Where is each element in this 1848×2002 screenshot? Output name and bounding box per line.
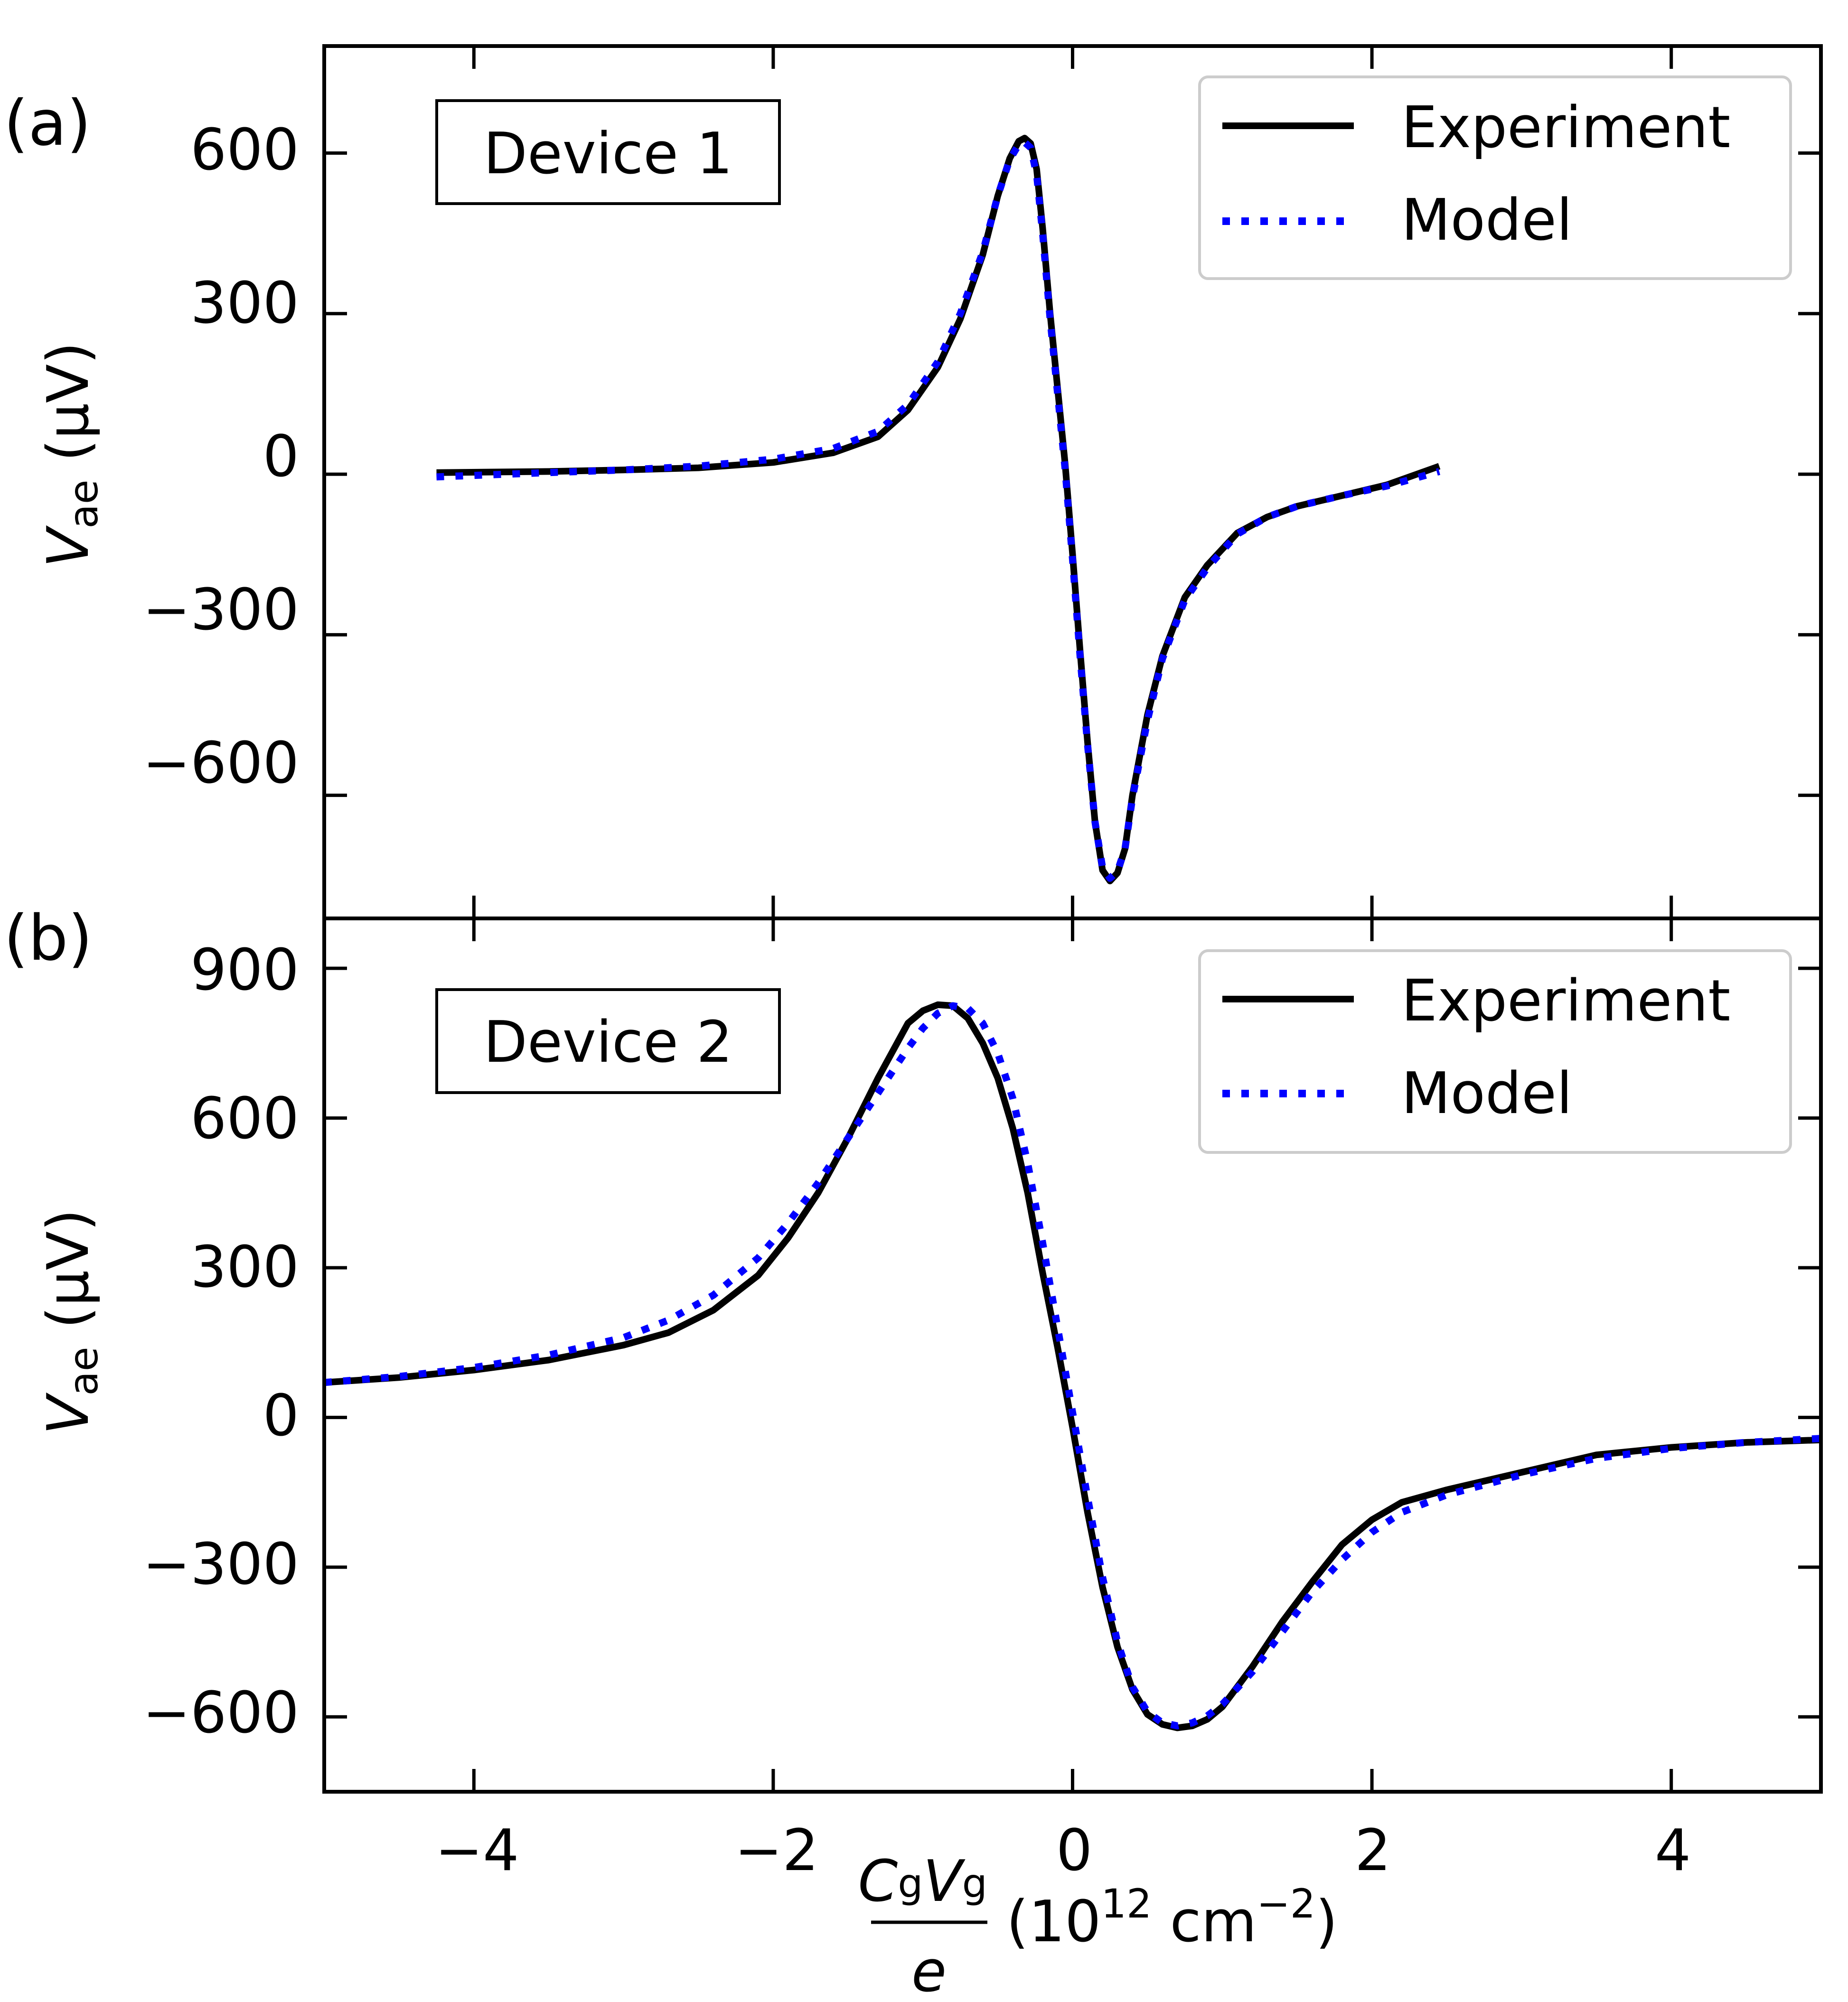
panel-b-xtick-label: 4 [1655, 1818, 1691, 1884]
x-axis-label-units-exp: 12 [1101, 1880, 1152, 1927]
panel-a-ylabel-subscript: ae [60, 479, 107, 528]
panel-b-ytick-label: 300 [190, 1235, 299, 1300]
panel-a-ytick-label: 0 [263, 424, 299, 490]
panel-a-ytick-label: −600 [142, 730, 299, 796]
panel-b-xtick-label: −4 [435, 1818, 519, 1884]
panel-b-ylabel-subscript: ae [60, 1347, 107, 1395]
x-axis-label-units-close: ) [1315, 1889, 1338, 1955]
panel-a-annotation-box: Device 1 [435, 99, 781, 205]
panel-b-ylabel-units: (μV) [36, 1209, 102, 1347]
panel-a-ylabel-units: (μV) [36, 342, 102, 479]
panel-a-ytick-labels: 600 300 0 −300 −600 [142, 117, 299, 796]
panel-b-ylabel-symbol: V [36, 1392, 102, 1435]
panel-b-label: (b) [4, 902, 93, 975]
panel-b-annotation-frame [435, 988, 781, 1094]
panel-a-annotation-frame [435, 99, 781, 205]
panel-a-ytick-label: 600 [190, 117, 299, 183]
panel-b-series-experiment-line [324, 1001, 1821, 1731]
panel-a-legend-experiment-label: Experiment [1401, 95, 1730, 161]
panel-b-ytick-label: −300 [142, 1532, 299, 1598]
panel-b-ytick-label: −600 [142, 1680, 299, 1746]
panel-b-legend: Experiment Model [1198, 949, 1792, 1154]
x-axis-label-numerator: CgVg [858, 1849, 987, 1915]
panel-b-ytick-label: 600 [190, 1086, 299, 1152]
x-axis-label-v-sub: g [962, 1860, 987, 1907]
panel-b-xtick-labels: −4 −2 0 2 4 [435, 1818, 1691, 1884]
panel-b-annotation: Device 2 [484, 1010, 733, 1076]
panel-b-xtick-label: 2 [1355, 1818, 1391, 1884]
panel-a-legend-model-label: Model [1401, 187, 1572, 253]
panel-b-ytick-labels: 900 600 300 0 −300 −600 [142, 937, 299, 1746]
panel-b: (b) 900 600 300 0 −300 −600 Vae (μV) Dev… [4, 902, 1823, 1884]
x-axis-label: CgVg e (1012 cm−2) [858, 1849, 1338, 2002]
x-axis-label-c: C [858, 1849, 898, 1915]
x-axis-label-v: V [923, 1849, 966, 1915]
panel-a-ylabel-symbol: V [36, 525, 102, 568]
panel-b-legend-model-label: Model [1401, 1061, 1572, 1127]
panel-a-ytick-label: 300 [190, 271, 299, 337]
panel-b-ylabel: Vae (μV) [36, 1209, 107, 1434]
panel-b-xtick-label: −2 [735, 1818, 819, 1884]
panel-b-xtick-label: 0 [1056, 1818, 1092, 1884]
panel-a-label: (a) [4, 87, 91, 160]
panel-a-annotation: Device 1 [484, 121, 733, 187]
x-axis-label-denominator: e [911, 1939, 947, 2002]
panel-a-ylabel: Vae (μV) [36, 342, 107, 567]
x-axis-label-units-exp2: −2 [1257, 1880, 1315, 1927]
x-axis-label-units-open: (10 [1006, 1889, 1101, 1955]
panel-b-annotation-box: Device 2 [435, 988, 781, 1094]
panel-a: (a) 600 300 0 −300 −600 Vae (μV) Device … [4, 44, 1823, 920]
x-axis-label-c-sub: g [898, 1860, 923, 1907]
panel-b-plot [322, 917, 1823, 1794]
panel-b-ytick-label: 900 [190, 937, 299, 1003]
x-axis-label-units-mid: cm [1152, 1889, 1257, 1955]
panel-b-legend-experiment-label: Experiment [1401, 968, 1730, 1034]
panel-a-ytick-label: −300 [142, 577, 299, 643]
x-axis-label-units: (1012 cm−2) [1006, 1880, 1338, 1955]
panel-a-legend: Experiment Model [1198, 75, 1792, 280]
panel-b-ytick-label: 0 [263, 1383, 299, 1449]
